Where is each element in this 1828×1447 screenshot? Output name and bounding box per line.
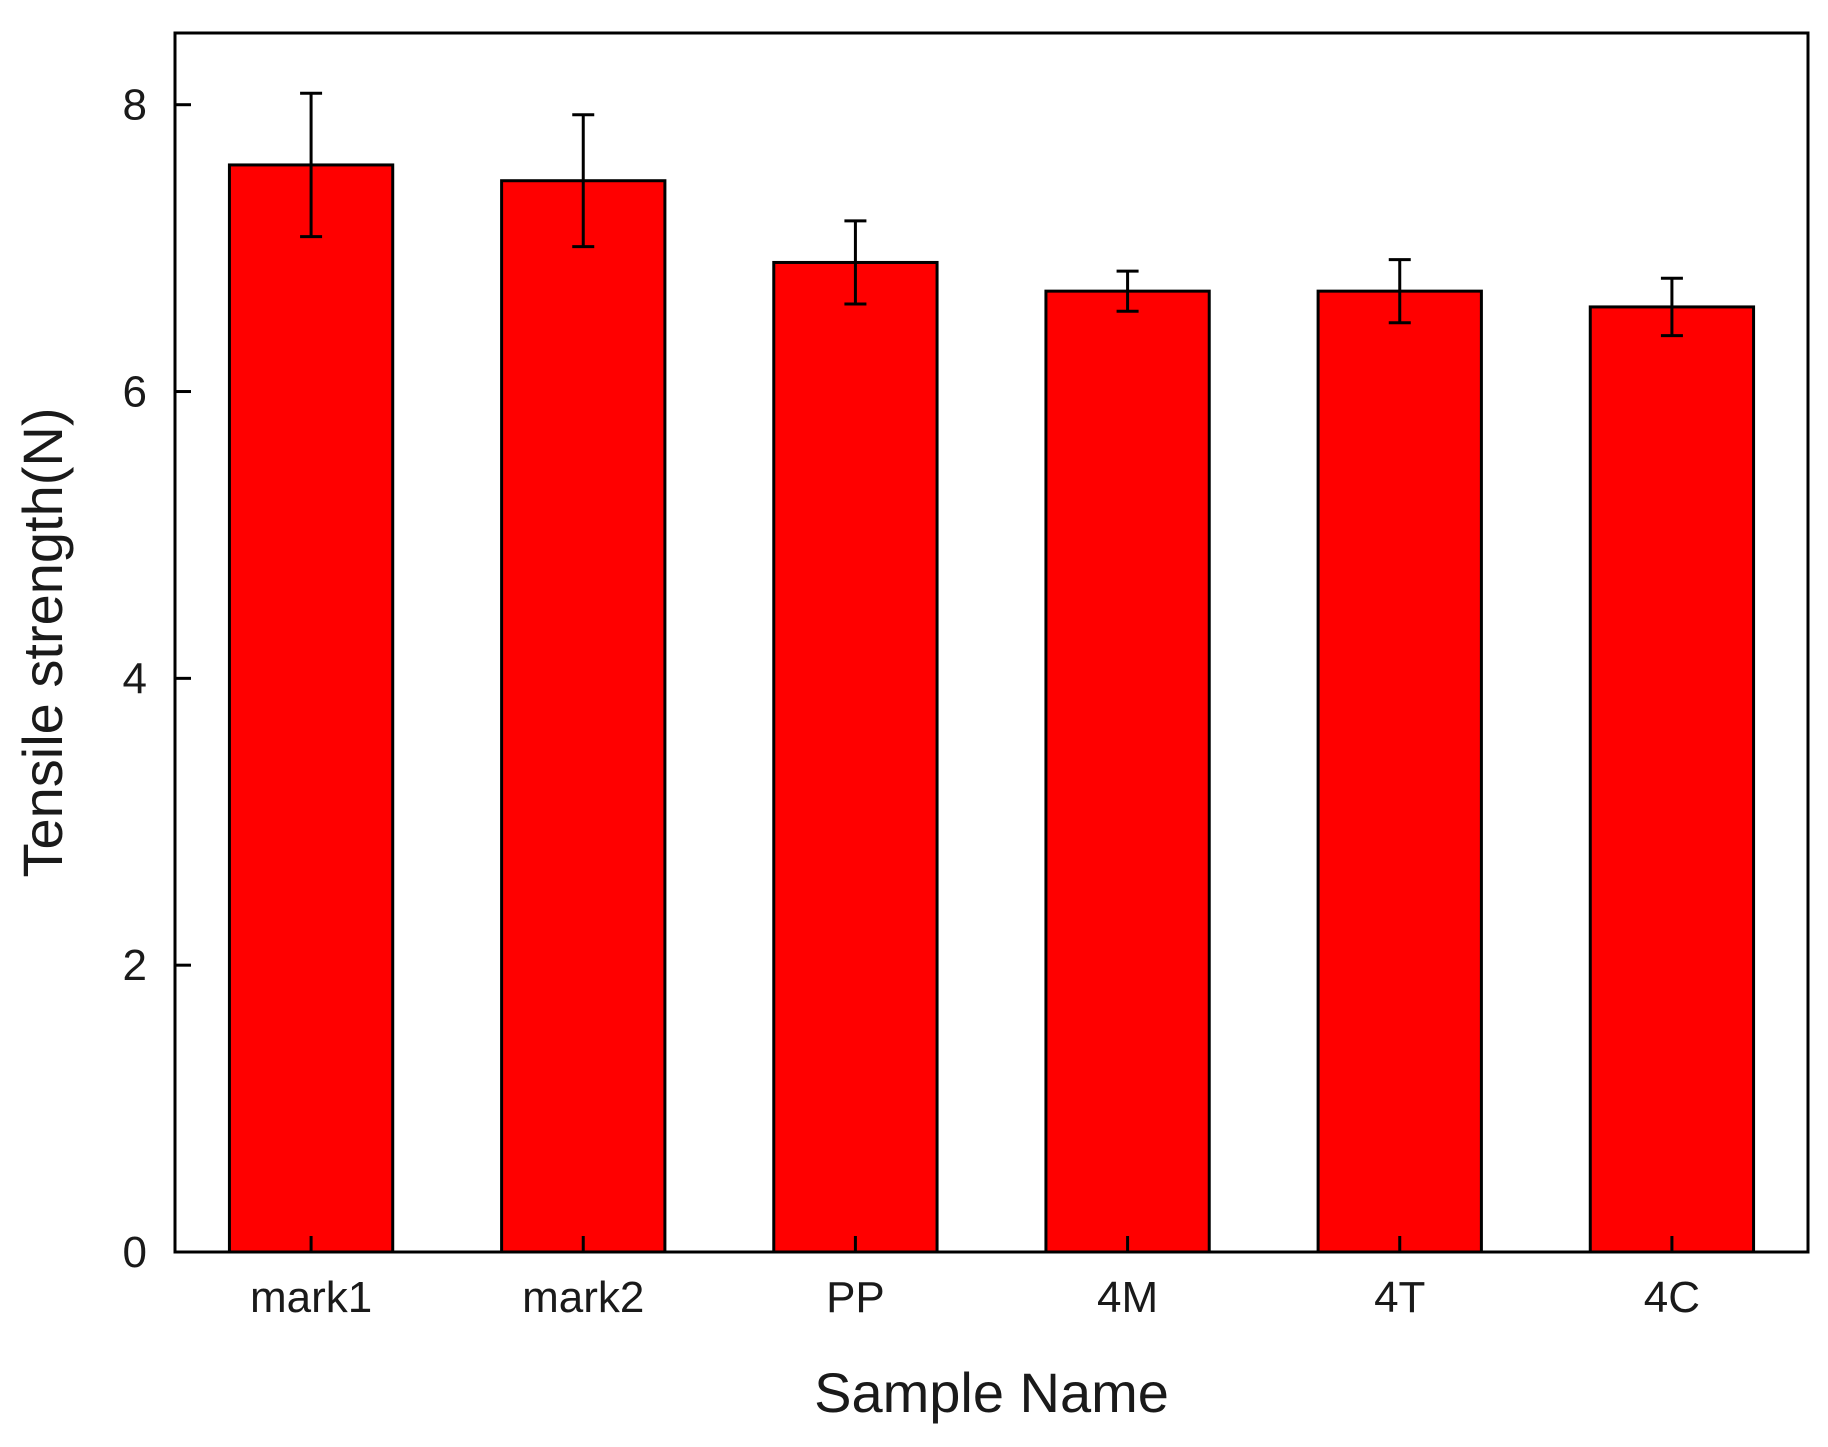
bar-mark1 <box>227 163 395 1254</box>
x-tick-label: PP <box>826 1273 885 1322</box>
x-tick-label: 4M <box>1097 1273 1158 1322</box>
bar-4t <box>1316 289 1483 1254</box>
bar-pp <box>772 260 939 1254</box>
bar-mark2 <box>500 179 667 1254</box>
bar-4m <box>1044 289 1211 1254</box>
error-bars-layer <box>300 91 1683 338</box>
y-tick-label: 0 <box>123 1228 147 1277</box>
x-axis-title: Sample Name <box>814 1361 1169 1424</box>
plot-frame <box>173 31 1810 1254</box>
y-tick-label: 8 <box>123 81 147 130</box>
y-tick-label: 2 <box>123 941 147 990</box>
bars-layer <box>227 163 1756 1254</box>
y-tick-label: 6 <box>123 368 147 417</box>
x-tick-label: mark2 <box>522 1273 644 1322</box>
x-tick-label: 4T <box>1374 1273 1425 1322</box>
labels-layer: 0 2 4 6 8 mark1 mark2 PP 4M 4T 4C <box>123 81 1701 1322</box>
y-tick-label: 4 <box>123 654 147 703</box>
bar-4c <box>1588 305 1756 1254</box>
x-tick-label: mark1 <box>250 1273 372 1322</box>
x-tick-label: 4C <box>1644 1273 1700 1322</box>
y-axis-title: Tensile strength(N) <box>11 408 74 878</box>
axes-layer <box>173 31 1810 1254</box>
